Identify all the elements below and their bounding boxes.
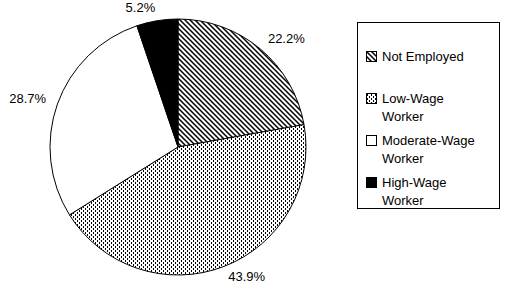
legend-swatch [367, 136, 377, 146]
legend-swatch [367, 52, 377, 62]
pie-slice [137, 19, 178, 147]
data-label: 5.2% [126, 0, 156, 15]
data-label: 43.9% [228, 269, 265, 284]
data-label: 28.7% [9, 91, 46, 106]
legend-label: Moderate-Wage Worker [382, 132, 482, 168]
legend-label: High-Wage Worker [382, 174, 482, 210]
legend-label: Not Employed [382, 48, 482, 66]
legend-swatch [367, 94, 377, 104]
legend-swatch [367, 178, 377, 188]
slices [50, 19, 306, 275]
legend-label: Low-Wage Worker [382, 90, 482, 126]
data-label: 22.2% [268, 31, 305, 46]
data-labels: 22.2% 43.9% 28.7% 5.2% [9, 0, 305, 284]
